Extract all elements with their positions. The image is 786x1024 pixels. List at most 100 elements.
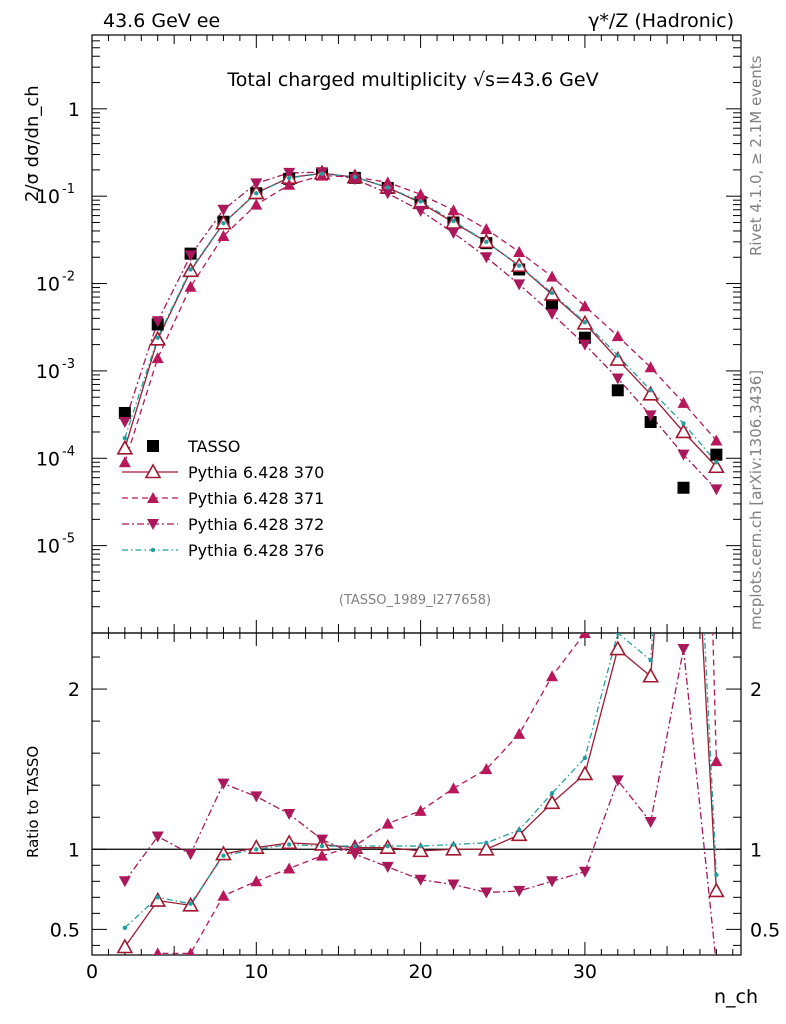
legend-label-p371: Pythia 6.428 371 bbox=[188, 489, 324, 508]
ratio-point-p370 bbox=[215, 845, 232, 861]
point-data bbox=[118, 406, 131, 419]
ratio-point-p376 bbox=[286, 842, 292, 847]
ratio-point-p372 bbox=[151, 831, 164, 843]
point-p371 bbox=[677, 396, 690, 408]
point-p371 bbox=[480, 223, 493, 235]
main-series bbox=[116, 164, 725, 496]
ratio-line-p376 bbox=[124, 633, 718, 929]
point-p376 bbox=[681, 421, 686, 426]
point-p370 bbox=[609, 350, 627, 366]
ratio-point-p370 bbox=[149, 891, 167, 907]
x-tick-label: 20 bbox=[409, 961, 433, 983]
ratio-point-p370 bbox=[412, 842, 429, 858]
ratio-point-p370 bbox=[609, 640, 627, 656]
legend-marker-p370 bbox=[144, 463, 162, 479]
ratio-point-p371 bbox=[414, 804, 427, 816]
point-p370 bbox=[116, 439, 134, 455]
ratio-point-p371 bbox=[578, 633, 591, 638]
ratio-point-p372 bbox=[217, 778, 230, 790]
ratio-point-p371 bbox=[283, 862, 296, 874]
point-p371 bbox=[217, 230, 230, 242]
point-p372 bbox=[118, 417, 131, 429]
ratio-point-p372 bbox=[348, 849, 361, 861]
series-line-p371 bbox=[124, 174, 717, 463]
point-p372 bbox=[217, 204, 230, 216]
point-p372 bbox=[414, 205, 427, 217]
point-p371 bbox=[118, 456, 131, 468]
ratio-point-p370 bbox=[477, 840, 495, 856]
ratio-y-tick-label-right: 2 bbox=[750, 679, 762, 701]
ratio-point-p376 bbox=[451, 842, 456, 847]
point-p372 bbox=[447, 227, 460, 239]
point-p372 bbox=[381, 188, 394, 200]
point-p372 bbox=[184, 250, 197, 262]
ratio-panel: Ratio to TASSO n_ch 0.5 0.51 12 20 10 20 30 bbox=[24, 206, 780, 1008]
legend-label-data: TASSO bbox=[187, 437, 240, 456]
ratio-point-p371 bbox=[186, 947, 195, 955]
ratio-point-p370 bbox=[247, 839, 265, 854]
ratio-y-tick-label: 1 bbox=[68, 839, 80, 861]
y-tick-label: 10 bbox=[36, 186, 60, 208]
point-p371 bbox=[283, 178, 296, 190]
ratio-y-tick-label-right: 1 bbox=[750, 839, 762, 861]
x-tick-label: 0 bbox=[86, 961, 98, 983]
point-p371 bbox=[513, 245, 526, 257]
ratio-point-p372 bbox=[513, 885, 526, 897]
legend-label-p372: Pythia 6.428 372 bbox=[188, 515, 324, 534]
ratio-point-p371 bbox=[447, 782, 460, 794]
point-p371 bbox=[184, 280, 197, 292]
point-data bbox=[644, 416, 657, 429]
watermark: (TASSO_1989_I277658) bbox=[339, 593, 491, 608]
ratio-point-p372 bbox=[118, 876, 131, 888]
ratio-point-p376 bbox=[648, 658, 653, 663]
ratio-ylabel: Ratio to TASSO bbox=[24, 746, 42, 858]
ratio-point-p370 bbox=[280, 834, 298, 850]
y-tick-label: 1 bbox=[68, 99, 80, 121]
point-p376 bbox=[254, 191, 259, 196]
point-p376 bbox=[155, 335, 160, 340]
ratio-point-p372 bbox=[546, 876, 559, 888]
point-p372 bbox=[250, 178, 263, 190]
ratio-point-p371 bbox=[316, 849, 329, 861]
legend-marker-p371 bbox=[147, 492, 159, 503]
ratio-point-p376 bbox=[484, 840, 489, 846]
point-data bbox=[677, 481, 690, 494]
ratio-point-p370 bbox=[510, 826, 528, 842]
point-p376 bbox=[484, 239, 489, 245]
point-p371 bbox=[644, 361, 657, 373]
ratio-point-p371 bbox=[480, 763, 493, 775]
ratio-point-p372 bbox=[414, 874, 427, 886]
ratio-point-p372 bbox=[611, 775, 624, 787]
header-left: 43.6 GeV ee bbox=[103, 10, 220, 32]
main-ylabel: 2/σ dσ/dn_ch bbox=[22, 85, 43, 202]
legend-label-p370: Pythia 6.428 370 bbox=[188, 463, 324, 482]
point-p372 bbox=[546, 308, 559, 320]
ratio-point-p371 bbox=[250, 875, 263, 887]
ratio-point-p376 bbox=[681, 206, 685, 210]
ratio-point-p371 bbox=[645, 331, 657, 342]
point-p372 bbox=[480, 252, 493, 264]
point-p376 bbox=[549, 290, 555, 296]
point-p371 bbox=[578, 300, 591, 312]
ratio-point-p376 bbox=[516, 827, 522, 833]
ratio-point-p371 bbox=[546, 670, 559, 682]
point-p371 bbox=[414, 188, 427, 200]
ratio-series bbox=[116, 206, 725, 955]
ratio-y-tick-label: 2 bbox=[68, 679, 80, 701]
ratio-line-p371 bbox=[151, 633, 718, 955]
series-line-p370 bbox=[124, 172, 717, 468]
rivet-label: Rivet 4.1.0, ≥ 2.1M events bbox=[747, 55, 765, 256]
point-p372 bbox=[348, 174, 361, 186]
ratio-point-p376 bbox=[155, 895, 160, 900]
y-tick-label: 10 bbox=[36, 536, 60, 558]
point-p372 bbox=[578, 339, 591, 351]
point-p376 bbox=[615, 353, 620, 358]
ratio-y-tick-label-right: 0.5 bbox=[750, 919, 780, 941]
legend-marker-data bbox=[147, 440, 159, 452]
point-p376 bbox=[648, 388, 653, 393]
x-axis-label: n_ch bbox=[714, 986, 758, 1008]
point-p371 bbox=[151, 352, 164, 364]
point-p376 bbox=[516, 263, 522, 268]
ratio-y-tick-label: 0.5 bbox=[50, 919, 80, 941]
ratio-frame bbox=[91, 632, 742, 956]
